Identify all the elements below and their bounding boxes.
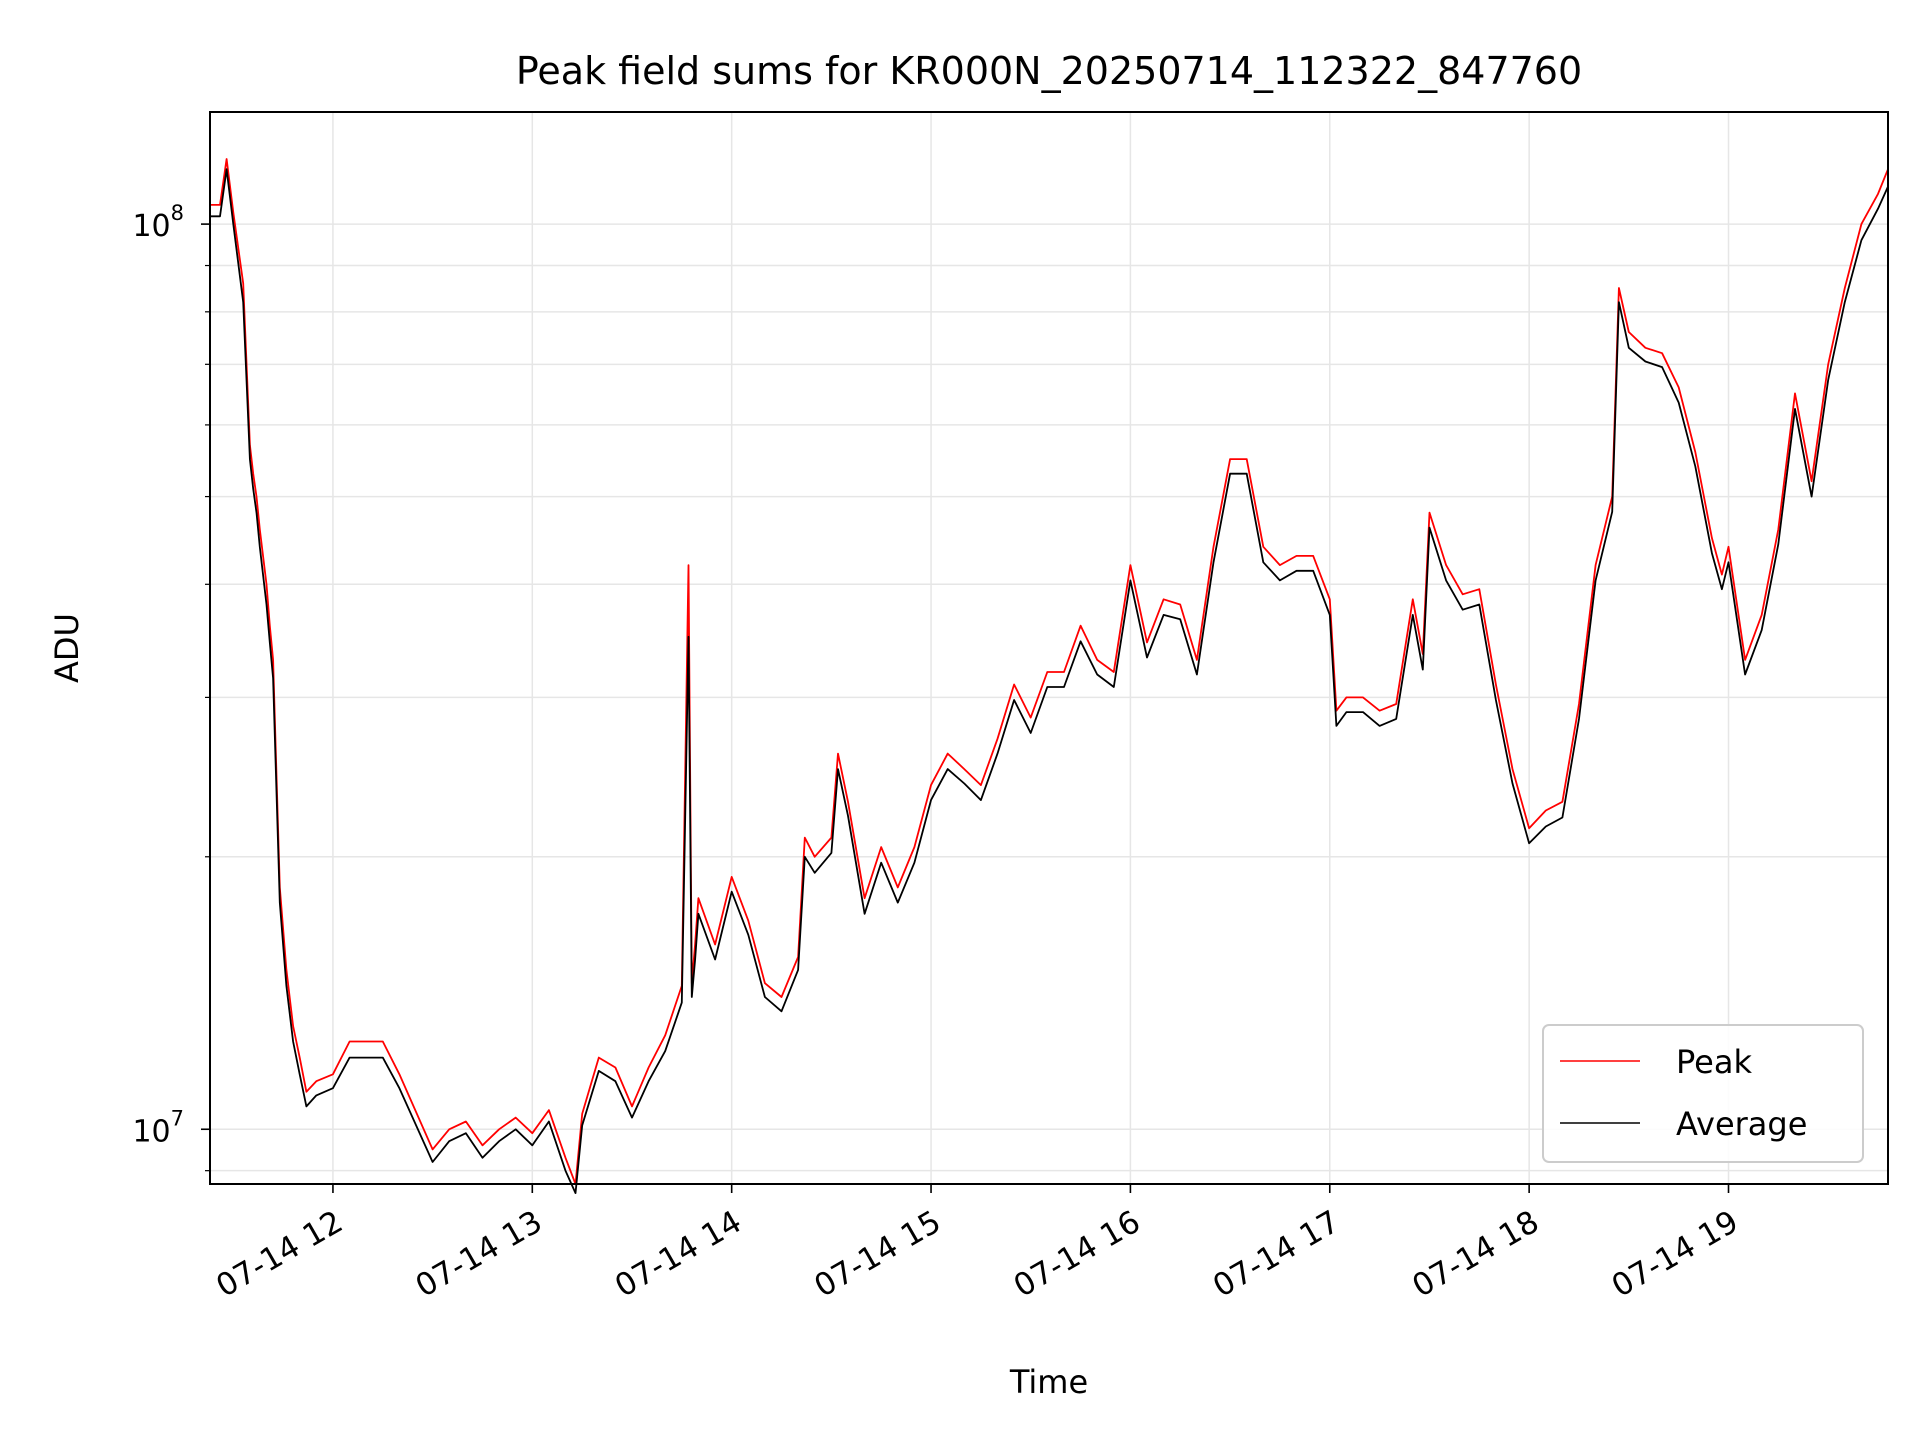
series-line-peak (210, 158, 1889, 1185)
y-axis-label: ADU (48, 613, 86, 683)
legend-label-average: Average (1676, 1105, 1807, 1143)
y-tick-label: 107 (132, 1106, 184, 1149)
legend-box (1542, 1024, 1864, 1163)
legend: Peak Average (1542, 1024, 1864, 1163)
plot-frame (209, 111, 1889, 1185)
y-axis-ticks: 107 108 (132, 201, 210, 1172)
series-lines (210, 158, 1889, 1194)
series-line-average (210, 168, 1889, 1194)
x-axis-label: Time (1009, 1363, 1088, 1401)
grid-lines (210, 112, 1888, 1184)
legend-label-peak: Peak (1676, 1043, 1752, 1081)
chart-title: Peak field sums for KR000N_20250714_1123… (516, 49, 1582, 93)
y-tick-label: 108 (132, 201, 184, 244)
